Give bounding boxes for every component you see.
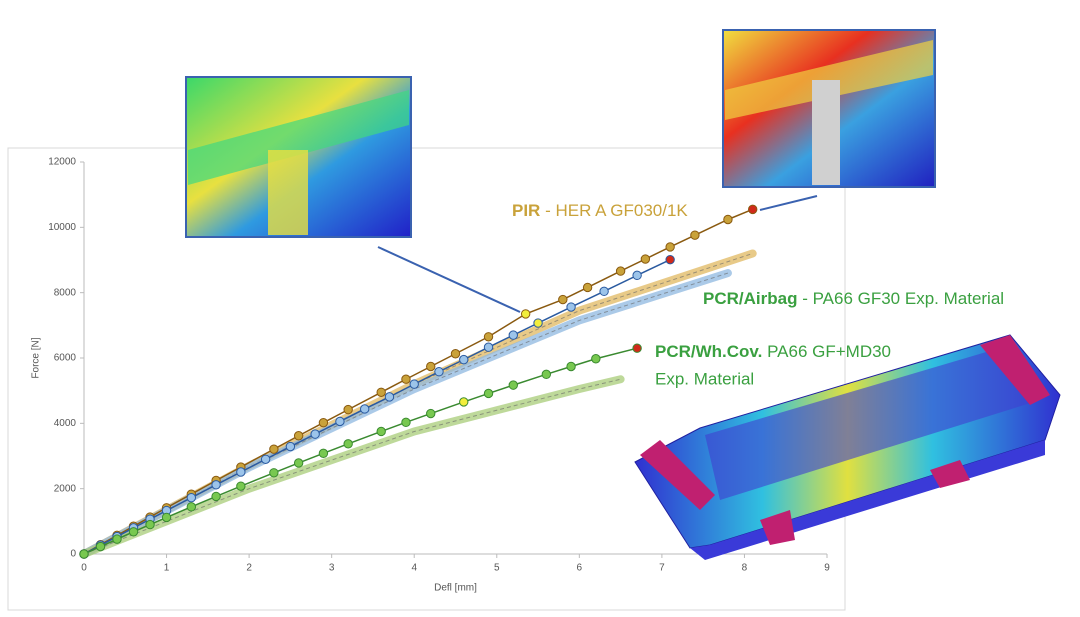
data-point — [508, 380, 518, 390]
data-point — [318, 448, 329, 459]
data-point — [450, 349, 461, 359]
data-point — [310, 429, 320, 439]
x-tick-label: 7 — [659, 563, 665, 574]
callout-line — [759, 195, 818, 211]
y-tick-label: 2000 — [54, 483, 77, 494]
x-tick-label: 8 — [742, 563, 748, 574]
data-point — [615, 266, 626, 276]
data-point — [145, 519, 155, 530]
data-point — [401, 374, 411, 384]
x-tick-label: 9 — [824, 563, 830, 574]
data-point — [566, 361, 576, 372]
data-point — [566, 302, 576, 312]
data-point — [269, 444, 279, 454]
inset-image — [185, 76, 412, 238]
annotation-bold: PCR/Airbag — [703, 289, 797, 308]
data-point — [508, 330, 518, 340]
annotation-text: PA66 GF+MD30 — [762, 342, 891, 361]
data-point — [541, 369, 552, 380]
y-axis-label: Force [N] — [31, 337, 42, 378]
x-tick-label: 1 — [164, 563, 170, 574]
data-point — [665, 254, 675, 265]
data-point — [112, 534, 122, 544]
data-point — [211, 491, 221, 502]
data-point — [376, 387, 386, 397]
data-point — [690, 230, 700, 240]
data-point — [426, 408, 436, 419]
data-point — [520, 309, 531, 319]
x-tick-label: 5 — [494, 563, 500, 574]
data-point — [269, 468, 279, 478]
data-point — [591, 354, 601, 364]
x-tick-label: 4 — [411, 563, 417, 574]
y-tick-label: 8000 — [54, 287, 77, 298]
data-point — [335, 416, 345, 427]
data-point — [343, 439, 353, 449]
data-point — [293, 458, 304, 468]
data-point — [260, 454, 271, 464]
data-point — [186, 502, 197, 512]
data-point — [359, 404, 370, 414]
data-point — [318, 417, 329, 428]
data-point — [128, 527, 139, 537]
annotation-text: - HER A GF030/1K — [540, 201, 688, 220]
data-point — [376, 426, 386, 437]
data-point — [748, 204, 758, 215]
data-point — [384, 392, 395, 402]
annotation-text: - PA66 GF30 Exp. Material — [797, 289, 1004, 308]
y-tick-label: 6000 — [54, 353, 77, 364]
data-point — [483, 332, 494, 342]
data-point — [459, 397, 469, 407]
data-point — [632, 343, 642, 353]
x-tick-label: 6 — [577, 563, 583, 574]
data-point — [79, 549, 89, 559]
y-tick-label: 4000 — [54, 418, 77, 429]
data-point — [285, 441, 296, 452]
part-render — [634, 334, 1061, 560]
x-tick-label: 3 — [329, 563, 335, 574]
data-point — [665, 242, 675, 252]
annotation: PIR - HER A GF030/1K — [512, 201, 688, 220]
data-point — [533, 318, 543, 328]
annotation: PCR/Wh.Cov. PA66 GF+MD30 — [655, 342, 891, 361]
x-tick-label: 0 — [81, 563, 87, 574]
inset-image — [722, 29, 936, 188]
annotation: PCR/Airbag - PA66 GF30 Exp. Material — [703, 289, 1004, 308]
data-point — [434, 367, 444, 377]
data-point — [236, 467, 246, 477]
data-point — [558, 294, 568, 305]
data-point — [483, 342, 494, 352]
data-point — [582, 282, 593, 293]
annotation-bold: PIR — [512, 201, 540, 220]
data-point — [483, 388, 494, 399]
y-tick-label: 10000 — [48, 222, 76, 233]
y-tick-label: 12000 — [48, 157, 76, 168]
data-point — [409, 379, 419, 389]
test-band-center — [83, 378, 621, 555]
data-point — [640, 254, 651, 264]
data-point — [186, 492, 197, 503]
data-point — [161, 512, 172, 523]
data-point — [459, 354, 469, 365]
callout-line — [377, 246, 521, 313]
annotation-bold: PCR/Wh.Cov. — [655, 342, 762, 361]
x-axis-label: Defl [mm] — [434, 583, 477, 594]
data-point — [632, 270, 642, 281]
data-point — [95, 541, 106, 552]
data-point — [426, 361, 436, 372]
data-point — [293, 431, 304, 441]
data-point — [211, 480, 221, 490]
y-tick-label: 0 — [70, 549, 76, 560]
data-point — [343, 404, 353, 415]
x-tick-label: 2 — [246, 563, 252, 574]
data-point — [401, 417, 411, 428]
data-point — [723, 214, 733, 225]
data-point — [599, 286, 609, 297]
data-point — [236, 481, 246, 491]
annotation-text: Exp. Material — [655, 369, 754, 388]
